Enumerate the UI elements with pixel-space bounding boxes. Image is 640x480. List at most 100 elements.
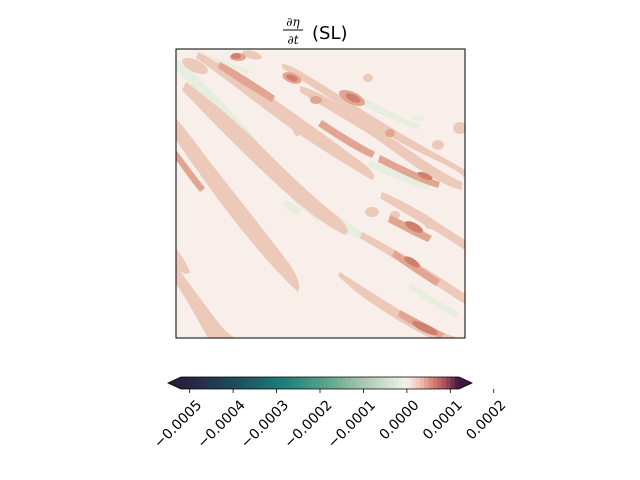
positive-peak (412, 321, 438, 335)
positive-peak (345, 93, 361, 103)
colorbar-level (315, 377, 321, 389)
colorbar-level (424, 377, 429, 389)
colorbar-level (298, 377, 304, 389)
positive-band (182, 82, 348, 235)
positive-peak (286, 74, 298, 82)
colorbar-level (207, 377, 212, 389)
colorbar-level (441, 377, 447, 389)
colorbar-level (198, 377, 204, 389)
colorbar-level (419, 377, 425, 389)
positive-band (176, 118, 300, 292)
colorbar-level (241, 377, 247, 389)
positive-core (218, 62, 275, 102)
colorbar-level (333, 377, 338, 389)
positive-patch (453, 122, 465, 134)
colorbar-tick-label: −0.0001 (325, 397, 379, 451)
title-suffix: (SL) (312, 23, 348, 44)
heatmap-field (176, 49, 465, 338)
colorbar-level (233, 377, 238, 389)
colorbar-level (428, 377, 434, 389)
colorbar-level (254, 377, 260, 389)
colorbar-level (380, 377, 386, 389)
colorbar-level (411, 377, 416, 389)
colorbar-level (389, 377, 395, 389)
colorbar-blocks (181, 377, 460, 389)
colorbar-level (306, 377, 312, 389)
positive-band (176, 265, 236, 338)
positive-patch (425, 221, 435, 229)
positive-peak (404, 221, 424, 233)
colorbar-level (181, 377, 186, 389)
positive-patch (182, 57, 208, 75)
colorbar-extend-right (459, 377, 472, 389)
colorbar-level (328, 377, 334, 389)
colorbar-level (372, 377, 377, 389)
positive-band (338, 272, 458, 338)
colorbar: −0.0005−0.0004−0.0003−0.0002−0.00010.000… (151, 376, 509, 452)
colorbar-level (272, 377, 277, 389)
colorbar-level (337, 377, 343, 389)
colorbar-level (259, 377, 264, 389)
positive-core (176, 150, 205, 192)
positive-patch (242, 50, 262, 60)
colorbar-level (237, 377, 243, 389)
colorbar-ticks: −0.0005−0.0004−0.0003−0.0002−0.00010.000… (151, 389, 509, 452)
colorbar-level (354, 377, 360, 389)
colorbar-level (220, 377, 225, 389)
colorbar-level (402, 377, 408, 389)
positive-core (392, 250, 440, 286)
colorbar-level (376, 377, 382, 389)
colorbar-level (189, 377, 195, 389)
colorbar-level (393, 377, 399, 389)
colorbar-tick-label: 0.0001 (420, 397, 466, 443)
colorbar-level (285, 377, 290, 389)
colorbar-level (445, 377, 451, 389)
colorbar-level (350, 377, 356, 389)
colorbar-level (202, 377, 208, 389)
positive-peak (231, 53, 241, 59)
colorbar-level (320, 377, 325, 389)
colorbar-level (263, 377, 269, 389)
colorbar-level (185, 377, 191, 389)
positive-core (310, 96, 322, 104)
colorbar-level (432, 377, 438, 389)
colorbar-level (454, 377, 460, 389)
colorbar-level (280, 377, 286, 389)
colorbar-level (224, 377, 230, 389)
positive-band (282, 64, 465, 178)
positive-patch (293, 120, 301, 136)
colorbar-level (450, 377, 456, 389)
colorbar-level (194, 377, 199, 389)
positive-patch (365, 207, 379, 217)
colorbar-level (289, 377, 295, 389)
positive-band (196, 52, 375, 180)
colorbar-level (215, 377, 221, 389)
colorbar-outline (167, 376, 473, 390)
colorbar-level (363, 377, 369, 389)
colorbar-level (311, 377, 317, 389)
positive-core (385, 129, 395, 137)
positive-band (380, 192, 465, 250)
colorbar-level (367, 377, 373, 389)
positive-band (300, 86, 462, 190)
positive-core (318, 120, 375, 158)
positive-core (378, 155, 440, 188)
colorbar-level (276, 377, 282, 389)
colorbar-level (324, 377, 330, 389)
colorbar-level (228, 377, 234, 389)
negative-streak (198, 52, 250, 74)
positive-patch (363, 74, 373, 82)
colorbar-level (246, 377, 251, 389)
positive-patch (432, 140, 444, 150)
colorbar-level (385, 377, 390, 389)
colorbar-tick-label: 0.0002 (463, 397, 509, 443)
negative-streak (368, 160, 430, 190)
positive-peak (417, 171, 433, 181)
title-denominator: ∂t (287, 33, 298, 47)
colorbar-level (341, 377, 347, 389)
strong-positive-cores (231, 53, 438, 335)
colorbar-level (267, 377, 273, 389)
colorbar-level (211, 377, 217, 389)
negative-streak (408, 282, 458, 318)
